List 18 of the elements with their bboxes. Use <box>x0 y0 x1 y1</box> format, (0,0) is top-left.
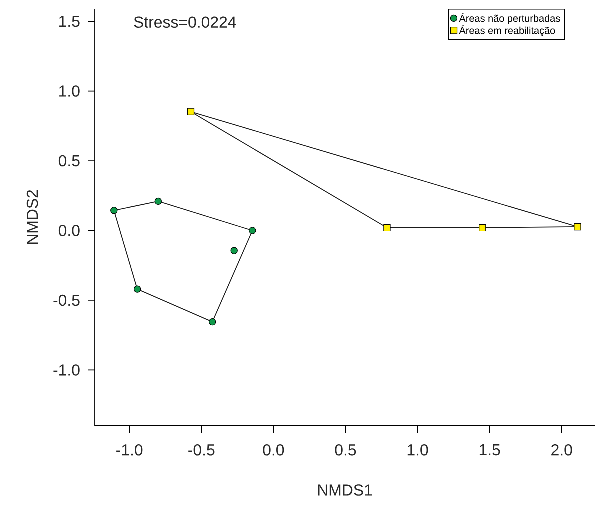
y-tick-label: 0.5 <box>58 155 80 167</box>
legend-label: Áreas em reabilitação <box>459 26 556 36</box>
x-axis-title: NMDS1 <box>318 484 372 496</box>
x-tick-label: 1.0 <box>408 444 428 456</box>
y-tick-label: -0.5 <box>54 294 80 306</box>
x-tick-label: 0.5 <box>335 444 356 456</box>
x-tick-label: -0.5 <box>188 444 215 456</box>
annotation: Stress=0.0224 <box>134 16 236 28</box>
x-tick-label: 1.5 <box>480 444 500 456</box>
y-tick-label: -1.0 <box>54 364 80 376</box>
y-axis-title: NMDS2 <box>26 190 38 244</box>
y-tick-label: 1.0 <box>60 86 80 97</box>
x-tick-label: 2.0 <box>552 444 572 456</box>
legend-label: Áreas não perturbadas <box>459 13 560 24</box>
x-tick-label: -1.0 <box>116 444 143 456</box>
y-tick-label: 0.0 <box>58 225 80 236</box>
x-tick-label: 0.0 <box>263 444 284 456</box>
y-tick-label: 1.5 <box>60 16 80 28</box>
